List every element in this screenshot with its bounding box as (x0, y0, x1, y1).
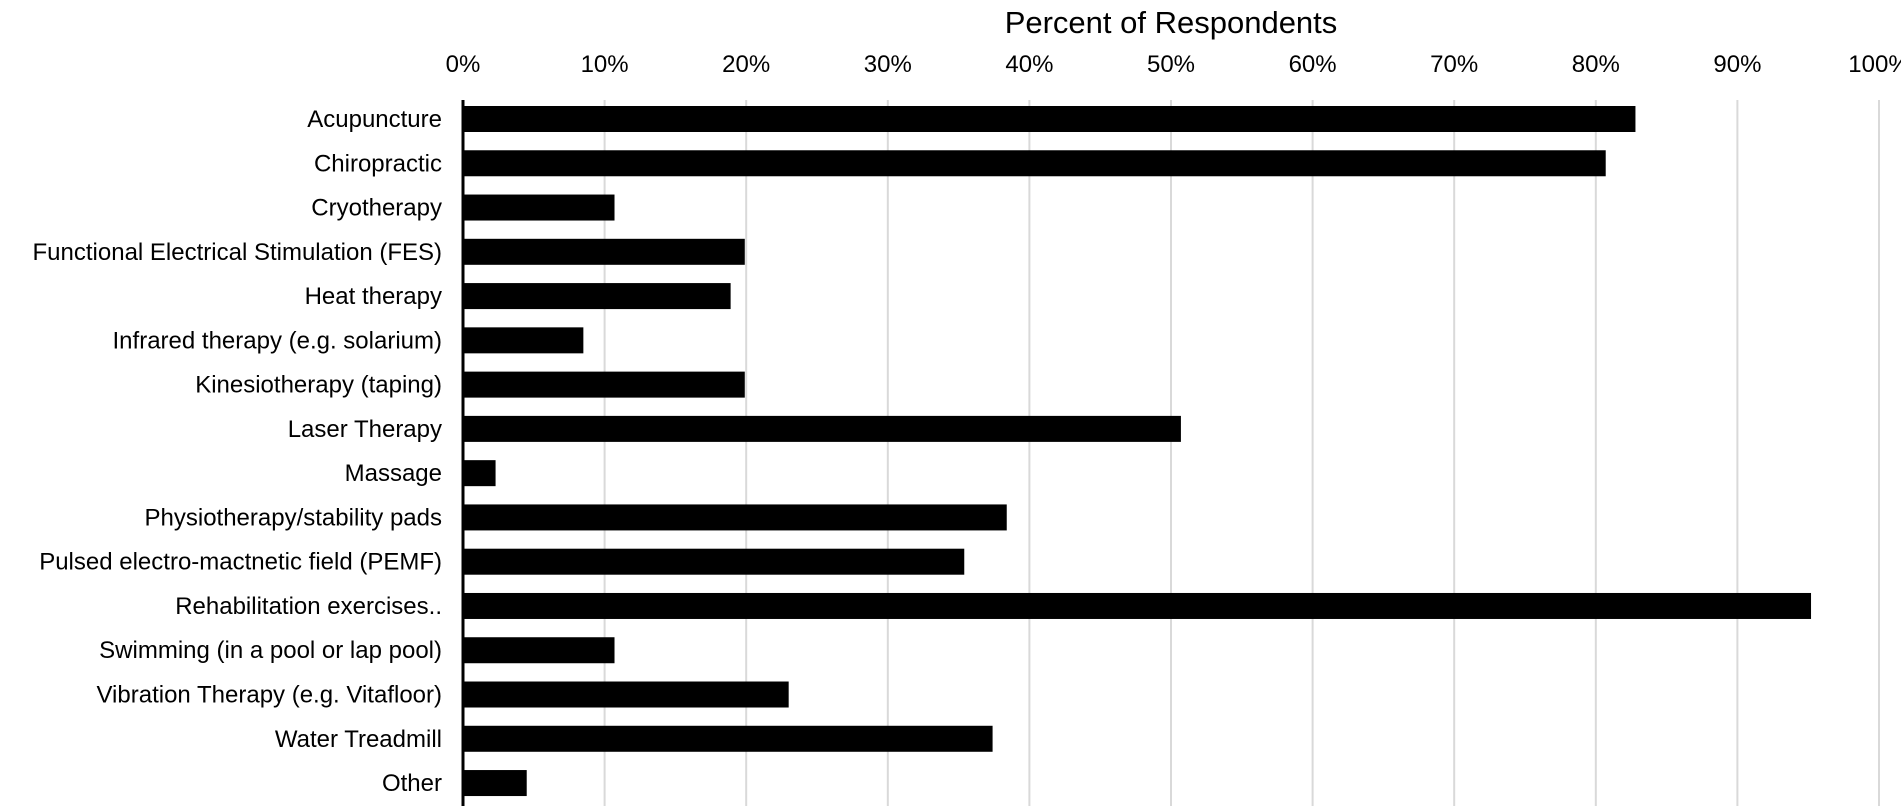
category-label: Cryotherapy (311, 195, 442, 222)
bars (463, 106, 1812, 797)
x-tick-label: 80% (1572, 51, 1620, 78)
bar (463, 371, 745, 398)
bar (463, 504, 1007, 531)
x-tick-label: 0% (446, 51, 481, 78)
bar (463, 460, 496, 487)
x-tick-label: 60% (1289, 51, 1337, 78)
x-tick-label: 100% (1848, 51, 1901, 78)
category-label: Infrared therapy (e.g. solarium) (113, 327, 442, 354)
bar (463, 238, 745, 265)
bar (463, 283, 731, 310)
bar (463, 150, 1606, 177)
category-label: Massage (345, 460, 442, 487)
bar (463, 592, 1812, 619)
bar (463, 194, 615, 221)
x-tick-label: 20% (722, 51, 770, 78)
bar (463, 725, 993, 752)
category-labels: Acupuncture Chiropractic Cryotherapy Functi… (33, 106, 442, 797)
x-tick-label: 40% (1005, 51, 1053, 78)
category-label: Vibration Therapy (e.g. Vitafloor) (96, 682, 442, 709)
bar (463, 106, 1636, 132)
category-label: Other (382, 770, 442, 797)
bar (463, 681, 789, 708)
category-label: Acupuncture (307, 106, 442, 133)
category-label: Functional Electrical Stimulation (FES) (33, 239, 442, 266)
bar (463, 637, 615, 664)
category-label: Rehabilitation exercises.. (175, 593, 442, 620)
category-label: Pulsed electro-mactnetic field (PEMF) (39, 549, 442, 576)
bar (463, 415, 1181, 442)
x-axis-title: Percent of Respondents (1005, 5, 1338, 40)
x-tick-label: 70% (1430, 51, 1478, 78)
x-tick-labels: 0% 10% 20% 30% 40% 50% 60% 70% 80% 90% 100% (446, 51, 1901, 78)
category-label: Chiropractic (314, 150, 442, 177)
bar (463, 548, 965, 575)
bar (463, 327, 584, 354)
category-label: Swimming (in a pool or lap pool) (99, 637, 442, 664)
gridlines (603, 100, 1880, 806)
category-label: Physiotherapy/stability pads (145, 504, 443, 531)
x-tick-label: 90% (1713, 51, 1761, 78)
category-label: Heat therapy (305, 283, 442, 310)
x-tick-label: 10% (581, 51, 629, 78)
category-label: Laser Therapy (288, 416, 442, 443)
bar (463, 770, 527, 797)
category-label: Water Treadmill (275, 726, 442, 753)
x-tick-label: 50% (1147, 51, 1195, 78)
category-label: Kinesiotherapy (taping) (195, 372, 442, 399)
x-tick-label: 30% (864, 51, 912, 78)
